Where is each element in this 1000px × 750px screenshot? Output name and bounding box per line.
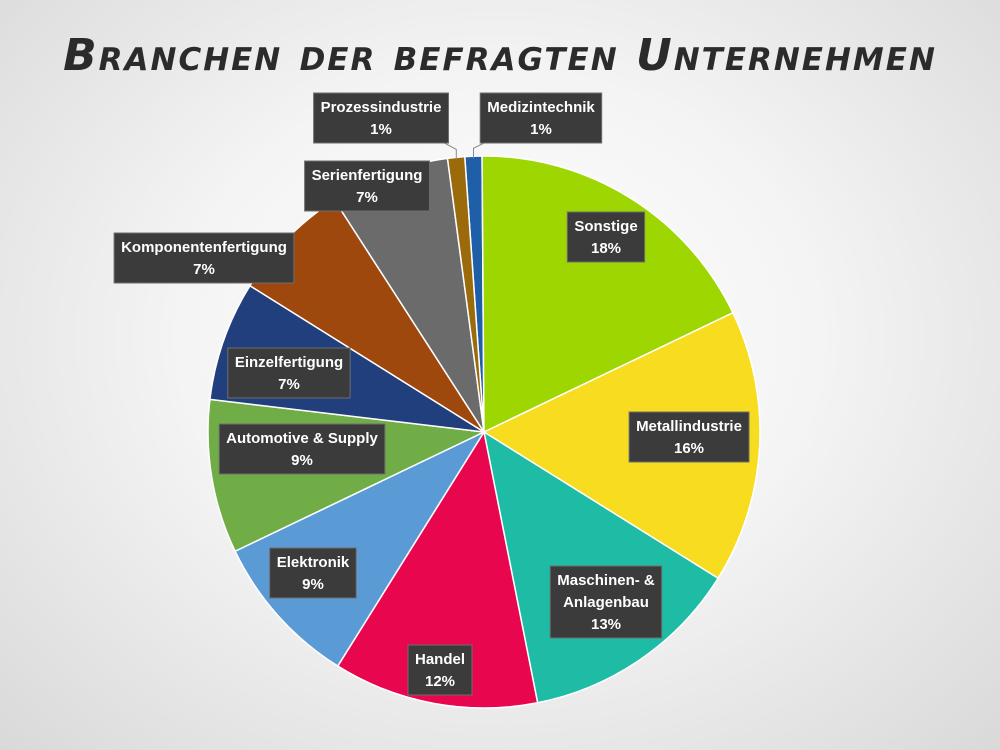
data-label-category: Sonstige [574, 218, 637, 235]
data-label-category: Handel [415, 651, 465, 668]
data-labels: Medizintechnik 1% Sonstige 18% Metallindustr… [113, 92, 750, 696]
data-label-percent: 7% [193, 261, 215, 278]
data-label-category: Automotive & Supply [226, 430, 378, 447]
data-label-komponentenfertigung: Komponentenfertigung 7% [113, 232, 295, 284]
data-label-maschinen-and-anlagenbau: Maschinen- & Anlagenbau 13% [549, 565, 663, 639]
data-label-percent: 13% [591, 616, 621, 633]
data-label-category: Serienfertigung [312, 167, 423, 184]
data-label-einzelfertigung: Einzelfertigung 7% [227, 347, 351, 399]
data-label-percent: 1% [370, 121, 392, 138]
data-label-box [407, 644, 473, 696]
data-label-percent: 18% [591, 240, 621, 257]
data-label-percent: 7% [278, 376, 300, 393]
data-label-category: Einzelfertigung [235, 354, 343, 371]
data-label-category: Anlagenbau [563, 594, 649, 611]
data-label-box [269, 547, 357, 599]
data-label-sonstige: Sonstige 18% [566, 211, 646, 263]
data-label-automotive-and-supply: Automotive & Supply 9% [218, 423, 386, 475]
data-label-box [479, 92, 603, 144]
data-label-box [313, 92, 449, 144]
data-label-percent: 9% [291, 452, 313, 469]
data-label-category: Komponentenfertigung [121, 239, 287, 256]
data-label-metallindustrie: Metallindustrie 16% [628, 411, 750, 463]
data-label-box [304, 160, 431, 212]
pie-slice-elektronik [234, 430, 487, 668]
data-label-medizintechnik: Medizintechnik 1% [479, 92, 603, 144]
leader-line-medizintechnik [473, 142, 485, 159]
chart-title: Branchen der befragten Unternehmen [63, 30, 937, 81]
data-label-prozessindustrie: Prozessindustrie 1% [313, 92, 449, 144]
data-label-elektronik: Elektronik 9% [269, 547, 357, 599]
data-label-percent: 12% [425, 673, 455, 690]
data-label-category: Prozessindustrie [321, 99, 442, 116]
data-label-category: Medizintechnik [487, 99, 595, 116]
data-label-box [218, 423, 386, 475]
data-label-percent: 7% [356, 189, 378, 206]
pie-slice-handel [336, 429, 539, 709]
leader-lines [444, 142, 485, 160]
data-label-box [227, 347, 351, 399]
data-label-category: Metallindustrie [636, 418, 742, 435]
data-label-percent: 16% [674, 440, 704, 457]
data-label-box [113, 232, 295, 284]
data-label-box [566, 211, 646, 263]
data-label-percent: 1% [530, 121, 552, 138]
leader-line-prozessindustrie [444, 142, 457, 160]
data-label-category: Maschinen- & [557, 572, 655, 589]
data-label-percent: 9% [302, 576, 324, 593]
data-label-category: Elektronik [277, 554, 350, 571]
data-label-box [628, 411, 750, 463]
data-label-serienfertigung: Serienfertigung 7% [304, 160, 431, 212]
pie-slice-metallindustrie [482, 311, 761, 580]
data-label-box [549, 565, 663, 639]
pie-slice-sonstige [481, 155, 734, 434]
data-label-handel: Handel 12% [407, 644, 473, 696]
